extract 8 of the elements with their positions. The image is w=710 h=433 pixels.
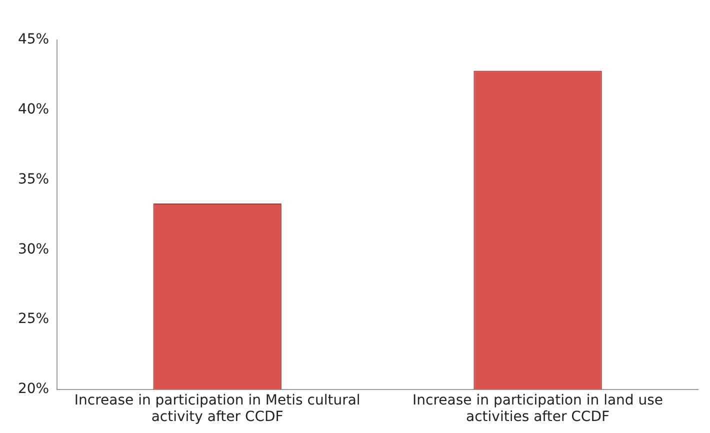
y-tick-label: 45%	[18, 32, 50, 48]
y-tick-label: 30%	[18, 241, 50, 258]
y-tick-label: 20%	[18, 381, 50, 398]
x-tick-label: Increase in participation in land use activities after CCDF	[412, 392, 664, 426]
y-tick-label: 35%	[18, 171, 50, 188]
y-tick-label: 40%	[18, 102, 50, 118]
x-tick-label: Increase in participation in Metis cultural activity after CCDF	[74, 392, 360, 426]
y-tick-label: 25%	[18, 311, 50, 328]
